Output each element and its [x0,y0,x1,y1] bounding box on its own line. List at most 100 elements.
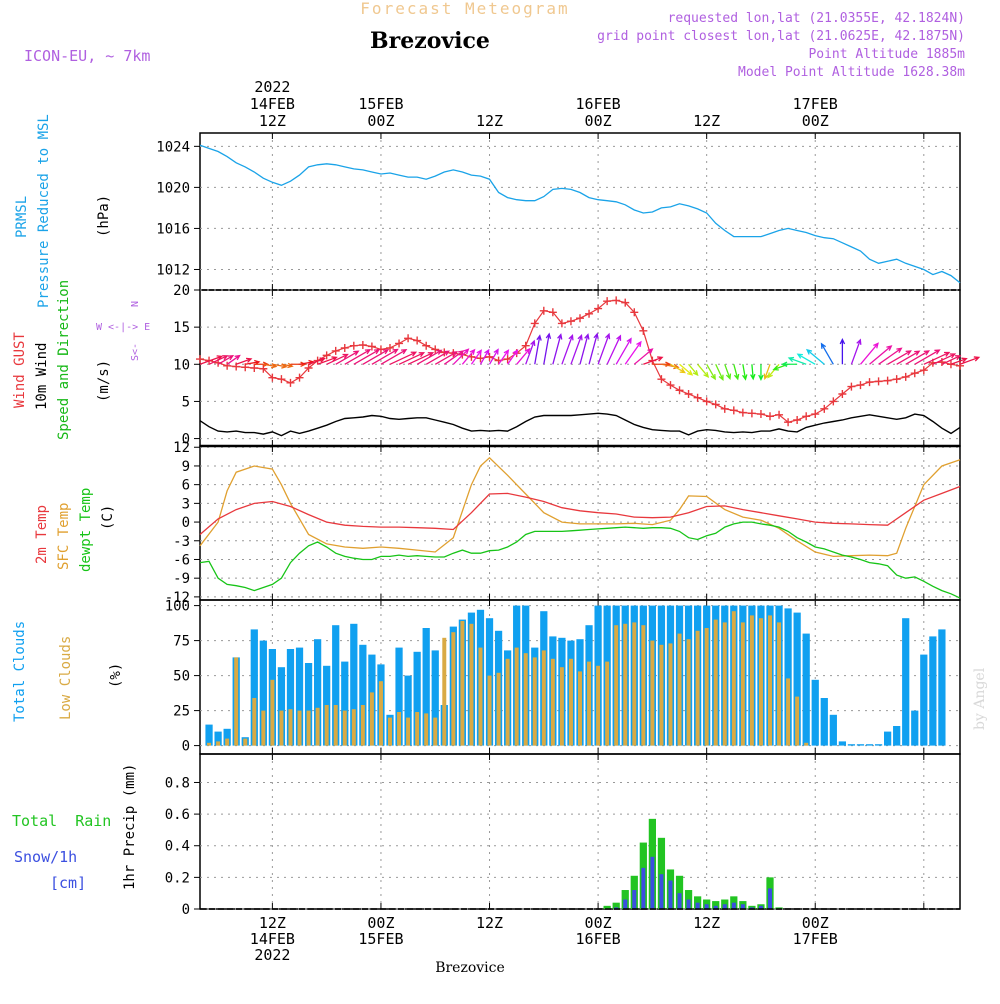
snow-label: Snow/1h [14,848,77,866]
bottom-time-label: 2022 [254,946,290,964]
gust-marker [196,355,204,364]
low-cloud-bar [550,658,555,746]
low-cloud-bar [496,672,501,746]
wind-direction-arrow [859,342,879,365]
snow-bar [749,907,754,909]
wind-direction-arrow [452,348,470,365]
gust-marker [747,409,756,418]
total-cloud-bar [911,710,919,746]
wind-direction-arrow [820,342,834,365]
wind-direction-arrow [380,349,408,365]
total-cloud-bar [295,647,304,746]
total-cloud-bar [865,744,874,746]
y-tick-label: 1020 [156,180,190,196]
wind-direction-arrow [679,363,694,376]
y-tick-label: 100 [165,599,190,615]
gust-marker [585,309,594,318]
total-cloud-bar [395,647,403,746]
sfc-temp-line [199,456,961,558]
wind-direction-arrow [878,347,903,365]
wind-direction-arrow [772,363,789,371]
bottom-time-label: 14FEB [250,930,295,948]
gust-marker [349,341,358,350]
wind-direction-arrow [217,355,235,365]
wind-direction-arrow [552,333,563,365]
total-cloud-bar [784,608,792,746]
model-altitude: Model Point Altitude 1628.38m [738,65,965,80]
gust-marker [802,412,811,421]
total-cloud-bar [304,663,313,746]
gust-marker [557,319,566,328]
snow-bar [686,899,691,909]
gust-marker [793,416,802,424]
gust-marker [775,410,784,419]
gust-marker [250,364,259,372]
y-tick-label: 9 [182,459,190,475]
wind-direction-arrow [950,357,968,365]
dewpt-line [199,521,961,599]
gust-marker [711,400,720,409]
bottom-time-label: 12Z [476,914,503,932]
precip-units: 1hr Precip (mm) [122,764,138,890]
wind-10m-label: 10m Wind [34,343,50,410]
panel-frame-pressure [199,132,961,291]
top-time-label: 17FEB [793,95,838,113]
y-tick-label: 0.2 [165,870,190,886]
gust-marker [856,381,865,390]
snow-bar [722,904,727,909]
wind-direction-arrow [606,334,622,365]
snow-units-label: [cm] [50,874,86,892]
total-cloud-bar [847,744,856,746]
total-cloud-bar [359,644,367,746]
gust-marker [530,319,539,328]
top-time-label: 16FEB [576,95,621,113]
low-cloud-bar [532,657,537,746]
gust-marker [956,361,964,370]
low-cloud-bar [505,658,510,746]
wind-direction-arrow [443,350,465,365]
total-cloud-bar [838,741,846,746]
y-tick-label: 5 [182,394,190,410]
t2m-label: 2m Temp [34,505,50,564]
gust-marker [322,351,331,360]
plot-area: 101210161020102405101520-12-9-6-30369120… [156,78,981,964]
wind-direction-arrow [932,353,957,365]
gust-marker [829,397,838,406]
gust-marker [874,377,883,386]
y-tick-label: 3 [182,496,190,512]
low-cloud-bar [804,742,809,746]
wind-direction-arrow [896,350,921,365]
wind-direction-arrow [326,353,349,365]
wind-direction-arrow [461,348,476,365]
gust-marker [367,342,376,351]
wind-direction-arrow [787,356,807,365]
low-cloud-bar [433,717,438,746]
gust-marker [946,360,955,369]
top-time-label: 00Z [585,112,612,130]
rain-bar [675,875,684,909]
wind-direction-arrow [398,352,426,365]
model-label: ICON-EU, ~ 7km [24,47,150,65]
total-cloud-label: Total Clouds [12,621,28,722]
app-title: Forecast Meteogram [360,0,569,18]
y-tick-label: 0 [182,902,190,918]
total-cloud-bar [214,731,222,746]
wind-direction-arrow [742,364,748,381]
cloud-units: (%) [108,663,124,688]
gust-marker [892,375,901,384]
wind-units: (m/s) [96,360,112,402]
snow-bar [704,904,709,909]
wind-direction-arrow [425,350,451,365]
total-cloud-bar [205,724,213,746]
gust-marker [910,369,919,378]
y-tick-label: 20 [173,283,190,299]
low-cloud-bar [279,710,284,746]
point-altitude: Point Altitude 1885m [808,47,965,62]
wind-direction-arrow [758,364,764,381]
low-cloud-bar [605,661,610,746]
wind-direction-arrow [597,332,611,365]
gust-marker [404,334,413,343]
total-cloud-bar [404,675,412,746]
compass-rose: N W <-|-> E S<- [96,301,150,361]
